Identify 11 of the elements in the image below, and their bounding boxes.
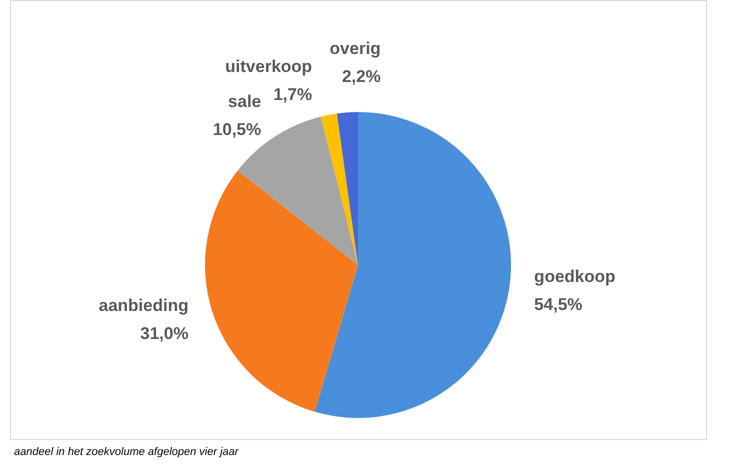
slice-label: overig <box>330 38 381 58</box>
data-label: 31,0% <box>140 324 188 343</box>
slice-label: sale <box>228 92 262 112</box>
slice-label: goedkoop <box>534 266 616 286</box>
data-label: 54,5% <box>534 294 582 314</box>
data-label: 1,7% <box>273 84 312 104</box>
text: aandeel in het zoekvolume afgelopen vier jaar <box>14 446 238 458</box>
slice-label: aanbieding <box>98 296 188 315</box>
data-label: 2,2% <box>342 66 381 86</box>
slice-label: uitverkoop <box>225 56 312 76</box>
data-label: 10,5% <box>212 120 262 140</box>
